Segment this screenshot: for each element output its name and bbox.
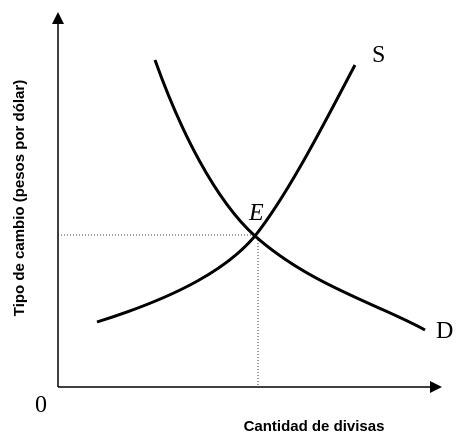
demand-label: D bbox=[436, 318, 453, 344]
y-axis-label: Tipo de cambio (pesos por dólar) bbox=[11, 80, 28, 316]
origin-label: 0 bbox=[35, 392, 47, 418]
equilibrium-label: E bbox=[248, 200, 264, 226]
supply-label: S bbox=[372, 42, 385, 68]
x-axis-label: Cantidad de divisas bbox=[244, 418, 385, 435]
supply-curve bbox=[96, 64, 357, 324]
demand-curve bbox=[153, 59, 426, 332]
